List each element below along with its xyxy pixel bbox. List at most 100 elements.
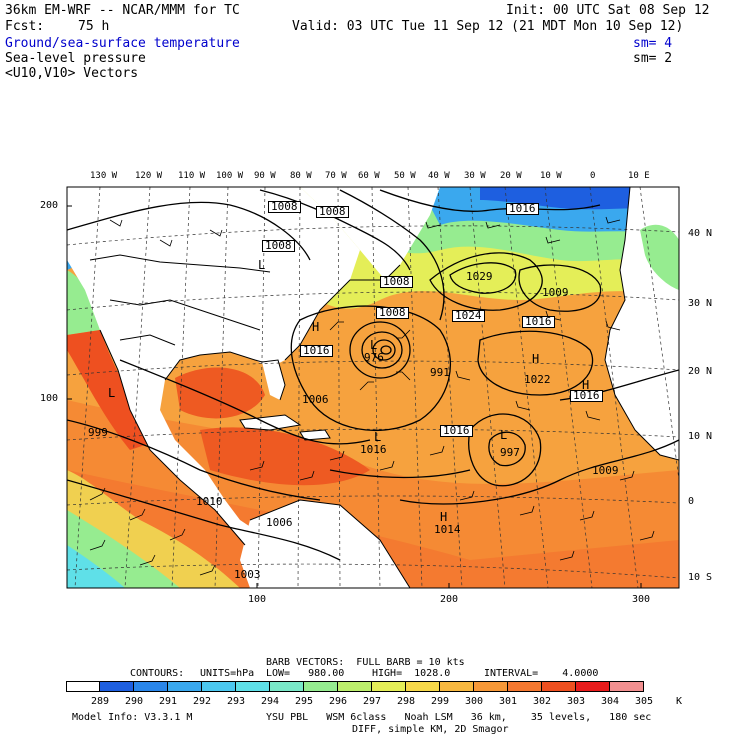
- frame-ticks: [67, 205, 642, 588]
- color-scale-label: 293: [226, 696, 246, 707]
- color-scale-swatch: [576, 681, 610, 692]
- sst-field: [67, 187, 679, 588]
- color-scale-swatch: [440, 681, 474, 692]
- contours-low: LOW= 980.00: [266, 668, 345, 679]
- pressure-center-mark: H: [582, 378, 590, 392]
- latitude-label: 30 N: [688, 298, 713, 309]
- color-scale-label: 305: [634, 696, 654, 707]
- isobar-value-label: 999: [88, 426, 108, 439]
- longitude-label: 50 W: [394, 171, 416, 181]
- color-scale-label: 298: [396, 696, 416, 707]
- isobar-value-label: 1010: [196, 495, 223, 508]
- barb-vectors-note: BARB VECTORS: FULL BARB = 10 kts: [266, 657, 465, 668]
- color-scale-swatch: [304, 681, 338, 692]
- forecast-hour: 75 h: [78, 19, 110, 34]
- contours-label: CONTOURS:: [130, 668, 185, 679]
- color-scale-swatch: [508, 681, 542, 692]
- color-scale-unit: K: [676, 696, 683, 707]
- model-info: Model Info: V3.3.1 M: [72, 712, 193, 723]
- color-scale-label: 299: [430, 696, 450, 707]
- contours-units: UNITS=hPa: [200, 668, 255, 679]
- grid-label-bottom-300: 300: [632, 594, 651, 605]
- isobar-value-label: 1014: [434, 523, 461, 536]
- field-sst-smoothing: sm= 4: [633, 36, 673, 51]
- valid-time: Valid: 03 UTC Tue 11 Sep 12 (21 MDT Mon …: [292, 19, 684, 34]
- grid-label-left-100: 100: [40, 393, 59, 404]
- isobar-value-label: 1024: [452, 310, 485, 322]
- map-frame: [66, 186, 680, 589]
- isobar-value-label: 1016: [440, 425, 473, 437]
- color-scale-label: 289: [90, 696, 110, 707]
- grid-label-left-200: 200: [40, 200, 59, 211]
- field-wind-label: <U10,V10> Vectors: [5, 66, 139, 81]
- isobar-value-label: 1008: [262, 240, 295, 252]
- longitude-label: 110 W: [178, 171, 206, 181]
- isobar-value-label: 976: [364, 351, 384, 364]
- color-scale-label: 303: [566, 696, 586, 707]
- longitude-label: 80 W: [290, 171, 312, 181]
- coastlines: [89, 187, 679, 588]
- color-scale-swatch: [270, 681, 304, 692]
- longitude-label: 90 W: [254, 171, 276, 181]
- isobar-value-label: 1008: [268, 201, 301, 213]
- isobar-value-label: 1016: [360, 443, 387, 456]
- color-scale-label: 301: [498, 696, 518, 707]
- color-scale-swatch: [610, 681, 644, 692]
- grid-label-bottom-200: 200: [440, 594, 459, 605]
- field-slp-label: Sea-level pressure: [5, 51, 146, 66]
- longitude-label: 40 W: [428, 171, 450, 181]
- color-scale-label: 302: [532, 696, 552, 707]
- color-scale-label: 291: [158, 696, 178, 707]
- color-scale-swatch: [100, 681, 134, 692]
- contours-interval: INTERVAL= 4.0000: [484, 668, 599, 679]
- isobar-value-label: 1016: [570, 390, 603, 402]
- model-physics: YSU PBL WSM 6class Noah LSM 36 km, 35 le…: [266, 712, 652, 723]
- pressure-center-mark: H: [440, 510, 448, 524]
- latitude-label: 20 N: [688, 366, 713, 377]
- color-scale-swatch: [168, 681, 202, 692]
- pressure-center-mark: L: [258, 258, 266, 272]
- color-scale-swatch: [372, 681, 406, 692]
- isobars: [67, 189, 679, 561]
- color-scale-swatch: [542, 681, 576, 692]
- pressure-center-mark: L: [500, 428, 508, 442]
- latitude-label: 40 N: [688, 228, 713, 239]
- longitude-label: 100 W: [216, 171, 244, 181]
- field-slp-smoothing: sm= 2: [633, 51, 673, 66]
- wind-barbs: [89, 216, 655, 576]
- color-scale-swatch: [134, 681, 168, 692]
- pressure-center-mark: L: [370, 338, 378, 352]
- color-scale-label: 297: [362, 696, 382, 707]
- longitude-label: 70 W: [325, 171, 347, 181]
- isobar-value-label: 1006: [266, 516, 293, 529]
- pressure-center-mark: H: [532, 352, 540, 366]
- field-sst-label: Ground/sea-surface temperature: [5, 36, 240, 51]
- color-scale-label: 292: [192, 696, 212, 707]
- isobar-value-label: 1016: [300, 345, 333, 357]
- color-scale-swatch: [406, 681, 440, 692]
- isobar-value-label: 1022: [524, 373, 551, 386]
- longitude-label: 10 W: [540, 171, 562, 181]
- isobar-value-label: 997: [500, 446, 520, 459]
- isobar-value-label: 1029: [466, 270, 493, 283]
- longitude-label: 60 W: [358, 171, 380, 181]
- isobar-value-label: 1008: [380, 276, 413, 288]
- longitude-label: 120 W: [135, 171, 163, 181]
- longitude-label: 10 E: [628, 171, 650, 181]
- color-scale-label: 290: [124, 696, 144, 707]
- latitude-label: 0: [688, 496, 695, 507]
- isobar-value-label: 1009: [542, 286, 569, 299]
- contours-high: HIGH= 1028.0: [372, 668, 451, 679]
- color-scale-swatch: [236, 681, 270, 692]
- isobar-value-label: 1016: [506, 203, 539, 215]
- isobar-value-label: 1008: [316, 206, 349, 218]
- color-scale-label: 300: [464, 696, 484, 707]
- longitude-label: 30 W: [464, 171, 486, 181]
- longitude-label: 130 W: [90, 171, 118, 181]
- longitude-label: 20 W: [500, 171, 522, 181]
- isobar-value-label: 1006: [302, 393, 329, 406]
- forecast-label: Fcst:: [5, 19, 45, 34]
- color-scale-label: 295: [294, 696, 314, 707]
- isobar-value-label: 991: [430, 366, 450, 379]
